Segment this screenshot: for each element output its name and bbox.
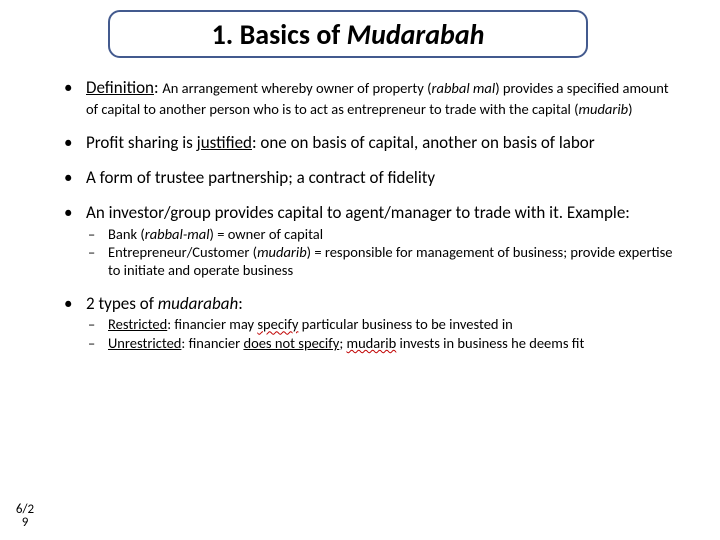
b3-a: A form of trustee partnership; a contrac… xyxy=(86,167,435,188)
b5s2-a: : financier xyxy=(181,334,243,352)
b4-sub-bank: Bank (rabbal-mal) = owner of capital xyxy=(86,226,680,244)
bullet-definition: Definition: An arrangement whereby owner… xyxy=(58,78,680,119)
b1-lead: Definition xyxy=(86,77,154,98)
bullet-trustee: A form of trustee partnership; a contrac… xyxy=(58,168,680,189)
bullet-profit-sharing: Profit sharing is justified: one on basi… xyxy=(58,133,680,154)
page-top: 6/2 xyxy=(12,503,38,517)
slide: 1. Basics of Mudarabah Definition: An ar… xyxy=(0,0,720,540)
b5-sub-restricted: Restricted: financier may specify partic… xyxy=(86,316,680,334)
title-pre: 1. Basics of xyxy=(212,17,347,52)
b4s1-a: Bank ( xyxy=(108,225,145,243)
b5s1-u: Restricted xyxy=(108,315,167,333)
b2-a: Profit sharing is xyxy=(86,132,197,153)
content: Definition: An arrangement whereby owner… xyxy=(58,78,680,367)
b5s1-a: : financier may xyxy=(167,315,257,333)
b2-u: justified xyxy=(197,132,252,153)
b5s2-c: invests in business he deems fit xyxy=(396,334,584,352)
bullet-types: 2 types of mudarabah: Restricted: financ… xyxy=(58,294,680,353)
title-italic: Mudarabah xyxy=(347,17,485,52)
b5s2-u2: does not specify xyxy=(243,334,339,352)
b5-sublist: Restricted: financier may specify partic… xyxy=(86,316,680,352)
b1-c: ) xyxy=(628,100,632,118)
b1-i1: rabbal mal xyxy=(432,79,496,97)
b1-a: An arrangement whereby owner of property… xyxy=(162,79,431,97)
b4-sub-entrepreneur: Entrepreneur/Customer (mudarib) = respon… xyxy=(86,244,680,279)
b4s1-b: ) = owner of capital xyxy=(210,225,324,243)
b4s1-i: rabbal-mal xyxy=(145,225,210,243)
bullet-list: Definition: An arrangement whereby owner… xyxy=(58,78,680,353)
b5-sub-unrestricted: Unrestricted: financier does not specify… xyxy=(86,335,680,353)
b4s2-i: mudarib xyxy=(257,243,307,261)
b5-b: : xyxy=(238,293,243,314)
b5s1-b: particular business to be invested in xyxy=(298,315,512,333)
bullet-investor: An investor/group provides capital to ag… xyxy=(58,203,680,280)
b4-a: An investor/group provides capital to ag… xyxy=(86,202,630,223)
title-text: 1. Basics of Mudarabah xyxy=(212,17,485,52)
b5-i: mudarabah xyxy=(158,293,238,314)
b1-i2: mudarib xyxy=(579,100,629,118)
page-bot: 9 xyxy=(12,516,38,530)
b5s1-sq: specify xyxy=(257,315,298,333)
page-number: 6/2 9 xyxy=(12,503,38,530)
b5s2-u: Unrestricted xyxy=(108,334,181,352)
b4s2-a: Entrepreneur/Customer ( xyxy=(108,243,257,261)
title-box: 1. Basics of Mudarabah xyxy=(108,10,588,58)
b4-sublist: Bank (rabbal-mal) = owner of capital Ent… xyxy=(86,226,680,280)
b2-b: : one on basis of capital, another on ba… xyxy=(252,132,595,153)
b5s2-sq: mudarib xyxy=(346,334,396,352)
b1-small: An arrangement whereby owner of property… xyxy=(86,79,669,118)
b5-a: 2 types of xyxy=(86,293,158,314)
